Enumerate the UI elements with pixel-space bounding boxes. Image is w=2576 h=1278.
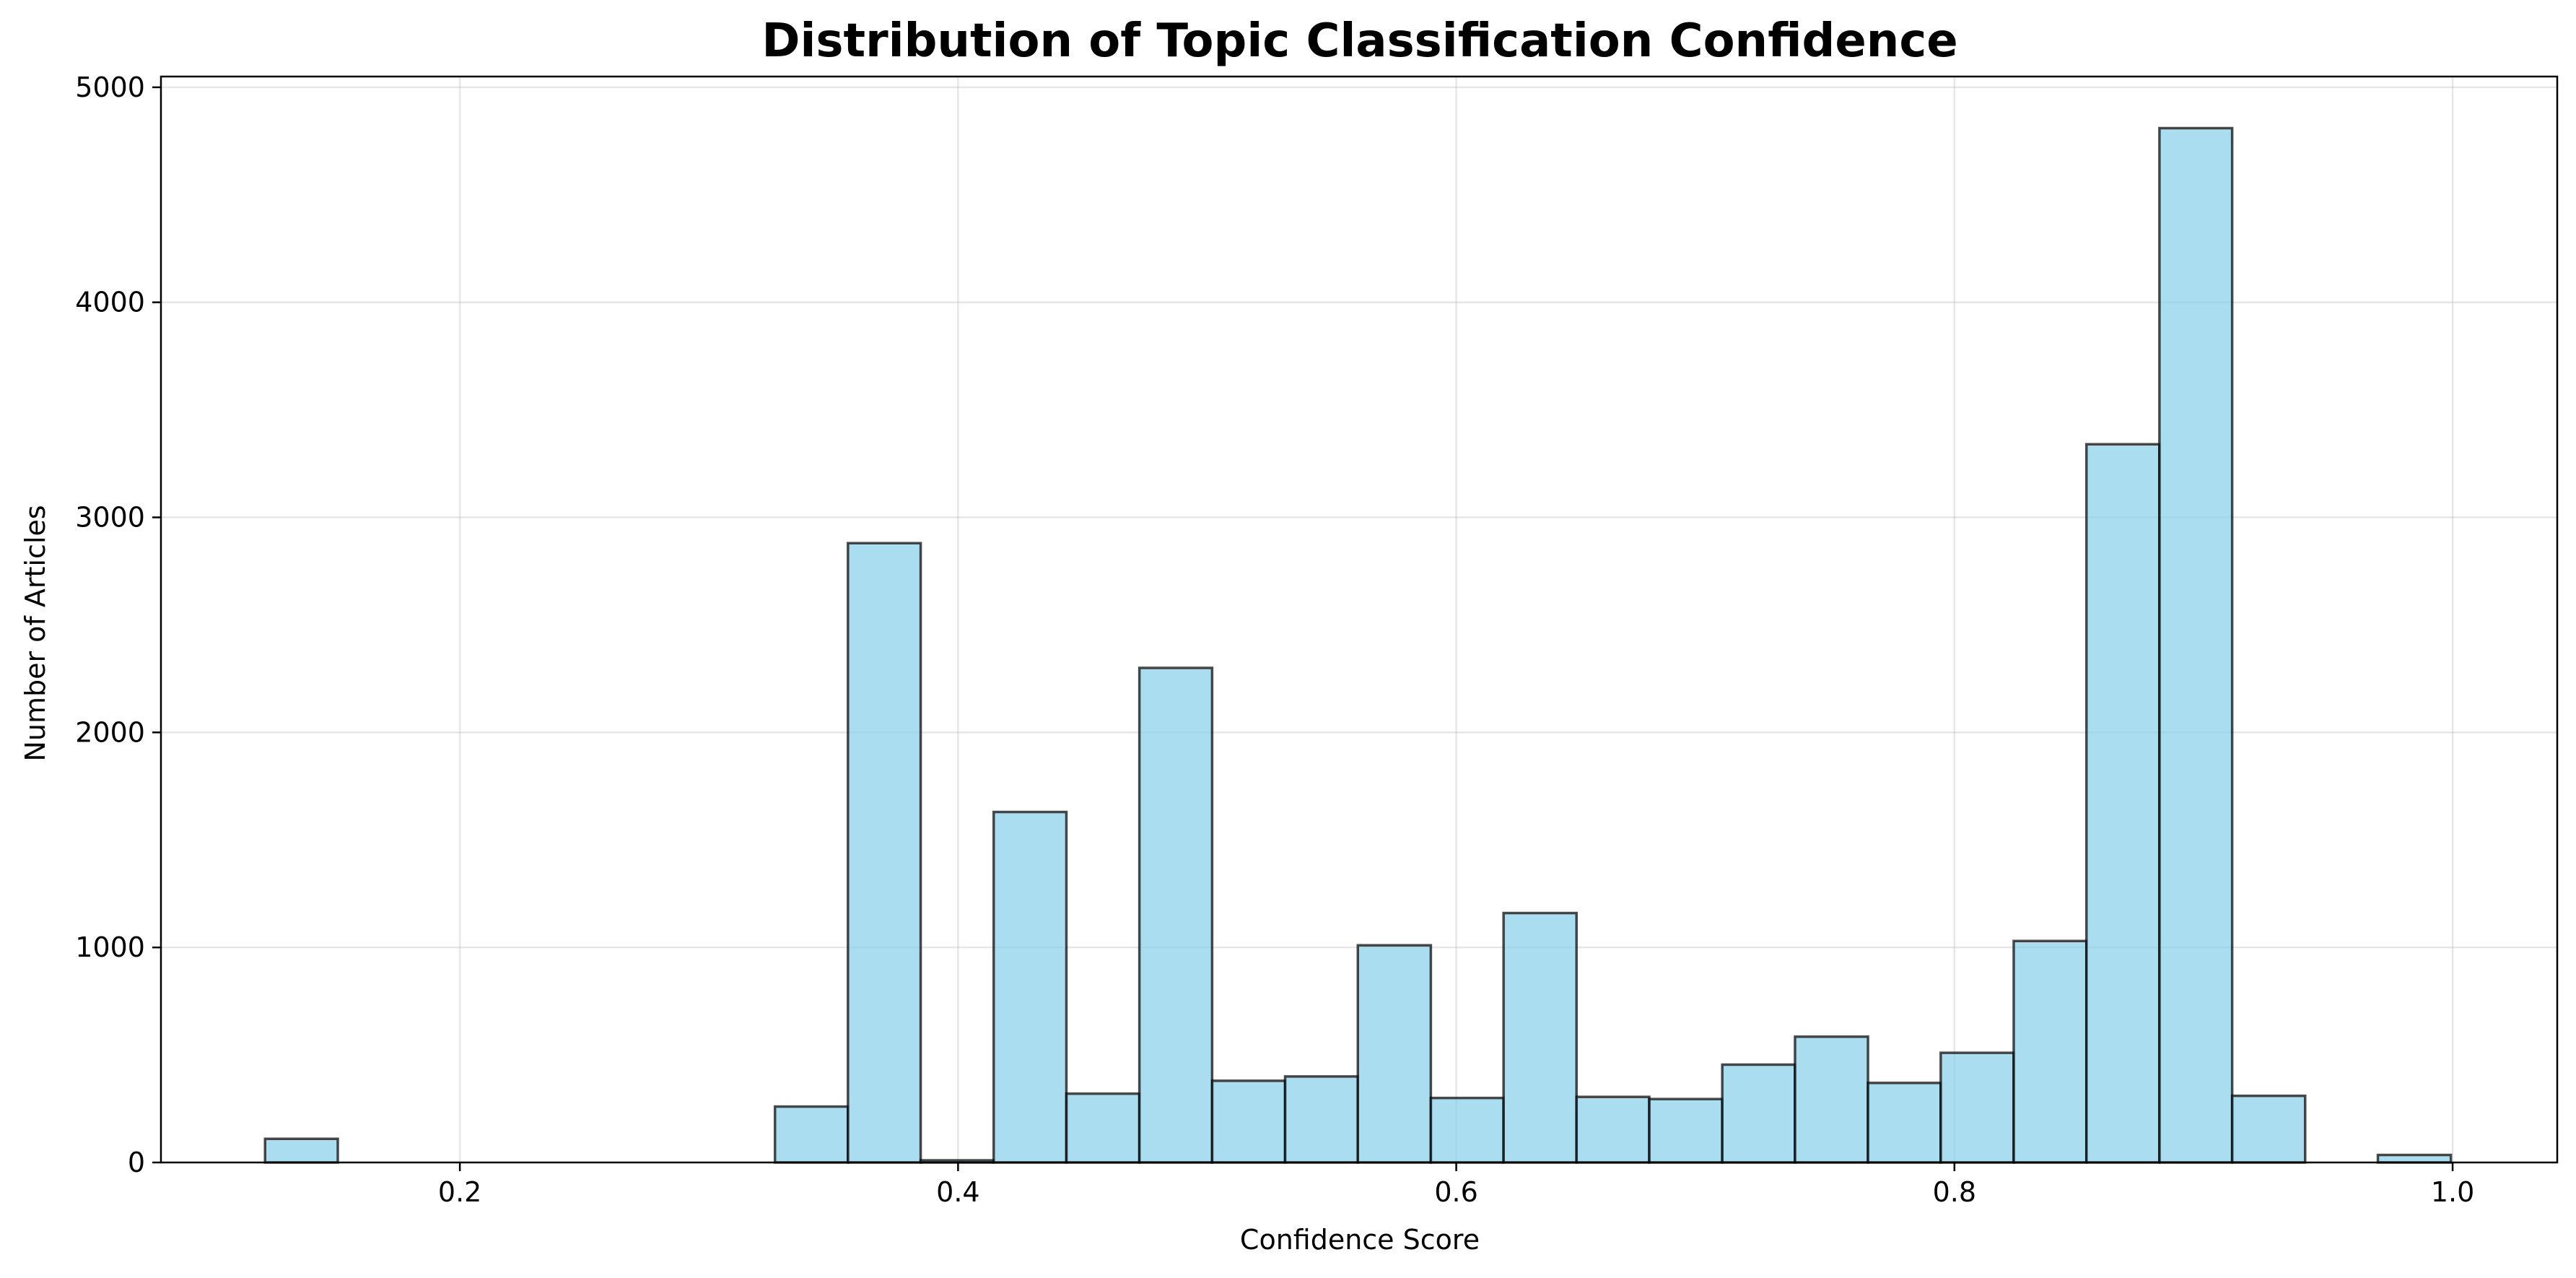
histogram-bar: [992, 810, 1068, 1164]
histogram-bar: [263, 1137, 339, 1164]
histogram-bar: [773, 1105, 850, 1164]
y-tick-label: 1000: [75, 931, 145, 963]
histogram-bar: [1866, 1082, 1942, 1164]
histogram-bar: [1283, 1075, 1360, 1164]
x-tick-label: 0.4: [936, 1176, 979, 1208]
histogram-bar: [1648, 1097, 1724, 1164]
plot-frame: [160, 75, 2559, 1164]
histogram-bar: [1065, 1092, 1141, 1164]
y-tick-label: 0: [128, 1147, 145, 1178]
histogram-bar: [2376, 1153, 2453, 1164]
y-tick-label: 5000: [75, 71, 145, 103]
x-tick-label: 0.8: [1933, 1176, 1976, 1208]
histogram-bar: [1575, 1095, 1651, 1164]
bars: [263, 126, 2453, 1164]
histogram-bar: [2230, 1094, 2307, 1164]
histogram-bar: [1210, 1079, 1287, 1164]
histogram-bar: [2084, 443, 2161, 1164]
axis-ticks: 0.2 0.4 0.6 0.8 1.0 0 1000 2000 3000 4000 5000: [75, 71, 2474, 1208]
histogram-bar: [1939, 1051, 2015, 1164]
chart-title: Distribution of Topic Classification Con…: [761, 14, 1957, 68]
histogram-bar: [1502, 911, 1579, 1164]
histogram-bar: [1794, 1035, 1869, 1164]
y-tick-label: 4000: [75, 287, 145, 318]
x-tick-label: 0.2: [438, 1176, 481, 1208]
histogram-bar: [847, 542, 922, 1164]
histogram-bar: [1429, 1096, 1505, 1164]
x-tick-label: 0.6: [1434, 1176, 1477, 1208]
x-axis-label: Confidence Score: [1240, 1224, 1480, 1256]
histogram-bar: [1138, 666, 1214, 1164]
y-tick-label: 3000: [75, 502, 145, 534]
y-tick-label: 2000: [75, 716, 145, 748]
histogram-bar: [1721, 1063, 1796, 1164]
histogram-bar: [2012, 939, 2088, 1164]
histogram-bar: [1356, 944, 1433, 1164]
y-axis-label: Number of Articles: [19, 505, 51, 761]
histogram-bar: [2158, 126, 2234, 1164]
x-tick-label: 1.0: [2431, 1176, 2474, 1208]
